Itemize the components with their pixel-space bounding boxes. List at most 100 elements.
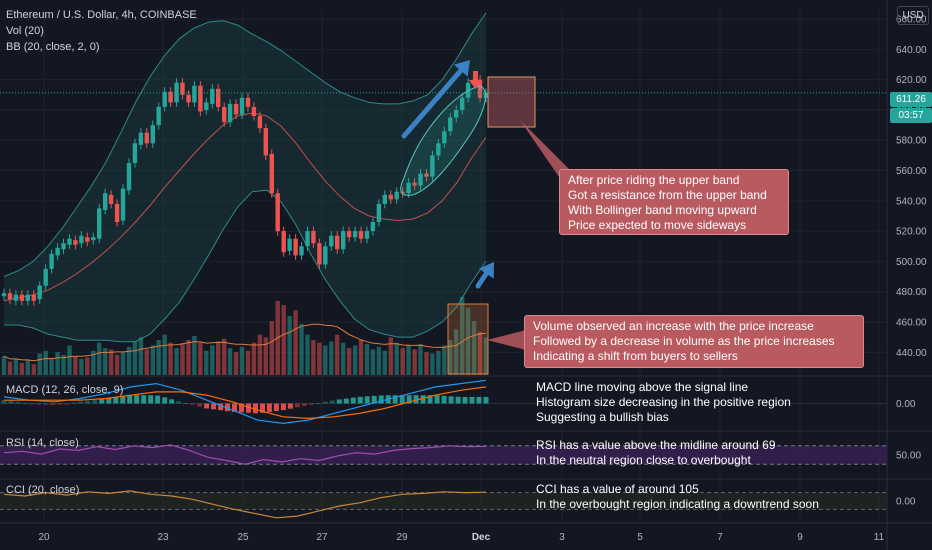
time-tick-label: 23 <box>157 532 169 543</box>
volume-bar <box>341 342 346 375</box>
volume-bar <box>346 348 352 375</box>
macd-line <box>3 379 487 425</box>
candle-body <box>293 238 298 256</box>
candle-body <box>37 285 42 300</box>
symbol-title[interactable]: Ethereum / U.S. Dollar, 4h, COINBASE <box>6 9 197 21</box>
volume-bar <box>269 321 274 375</box>
macd-note-line: Suggesting a bullish bias <box>536 410 669 424</box>
candle-body <box>132 143 138 163</box>
candle-body <box>299 246 304 256</box>
volume-bar <box>311 340 316 375</box>
candle-body <box>239 97 245 115</box>
macd-histogram-bar <box>266 403 272 412</box>
volume-bar <box>430 353 435 375</box>
macd-histogram-bar <box>22 402 28 404</box>
macd-histogram-bar <box>392 395 398 404</box>
price-note-line: After price riding the upper band <box>568 173 740 187</box>
time-tick-label: 20 <box>38 532 50 543</box>
macd-histogram-bar <box>301 403 307 406</box>
macd-histogram-bar <box>148 395 154 404</box>
volume-bar <box>335 334 340 375</box>
candle-body <box>442 131 447 144</box>
time-tick-label: 3 <box>559 532 565 543</box>
volume-bar <box>305 334 310 375</box>
cci-line <box>3 490 487 519</box>
volume-bar <box>352 345 358 375</box>
macd-indicator-label[interactable]: MACD (12, 26, close, 9) <box>6 384 124 396</box>
volume-bar <box>55 352 60 375</box>
volume-bar <box>281 305 286 375</box>
candle-body <box>198 85 203 112</box>
macd-histogram-bar <box>406 395 412 404</box>
macd-histogram-bar <box>448 396 454 404</box>
volume-bar <box>424 352 429 375</box>
macd-histogram-bar <box>476 396 482 404</box>
volume-indicator-label[interactable]: Vol (20) <box>6 25 44 37</box>
volume-bar <box>67 345 72 375</box>
macd-tick-label: 0.00 <box>896 399 916 410</box>
volume-bar <box>317 342 322 375</box>
candle-body <box>61 243 66 250</box>
macd-histogram-bar <box>246 403 251 413</box>
macd-histogram-bar <box>99 399 105 404</box>
candle-body <box>352 231 358 238</box>
volume-bar <box>120 352 126 375</box>
macd-histogram-bar <box>85 400 91 404</box>
macd-histogram-bar <box>106 398 112 404</box>
volume-spike-box <box>447 303 489 375</box>
volume-bar <box>73 356 78 375</box>
price-note-line: With Bollinger band moving upward <box>568 203 757 217</box>
time-tick-label: 29 <box>396 532 408 543</box>
macd-histogram-bar <box>232 403 237 412</box>
macd-histogram-bar <box>364 396 370 404</box>
candle-body <box>245 97 251 107</box>
bar-countdown-tag: 03:57 <box>890 108 932 123</box>
candle-body <box>79 235 84 244</box>
volume-bar <box>114 354 120 375</box>
volume-bar <box>483 337 489 375</box>
macd-histogram-bar <box>169 399 175 404</box>
rsi-indicator-label[interactable]: RSI (14, close) <box>6 437 79 449</box>
volume-annotation-box: Volume observed an increase with the pri… <box>524 315 864 368</box>
volume-bar <box>198 342 203 375</box>
candle-body <box>204 102 209 110</box>
candle-body <box>317 243 322 265</box>
macd-histogram-bar <box>350 397 356 404</box>
volume-bar <box>97 342 102 375</box>
volume-bar <box>418 344 423 375</box>
candle-body <box>400 191 405 194</box>
candle-body <box>25 294 30 301</box>
cci-note-line: In the overbought region indicating a do… <box>536 497 819 511</box>
price-note-line: Got a resistance from the upper band <box>568 188 767 202</box>
macd-histogram-bar <box>315 403 321 405</box>
volume-bar <box>388 337 393 375</box>
bollinger-band-fill <box>4 13 486 342</box>
macd-histogram-bar <box>413 395 419 404</box>
candle-body <box>418 173 423 186</box>
volume-bar <box>287 315 292 375</box>
rsi-annotation: RSI has a value above the midline around… <box>536 438 776 468</box>
current-price-tag: 611.26 <box>890 92 932 107</box>
candle-body <box>388 194 393 200</box>
candle-body <box>227 103 233 123</box>
macd-histogram-bar <box>308 403 314 405</box>
macd-histogram-bar <box>113 397 119 404</box>
macd-signal-line <box>4 386 487 420</box>
cci-indicator-label[interactable]: CCI (20, close) <box>6 484 80 496</box>
volume-bar <box>144 349 149 375</box>
bollinger-indicator-label[interactable]: BB (20, close, 2, 0) <box>6 41 100 53</box>
volume-bar <box>329 341 334 375</box>
bollinger-basis-line <box>3 112 487 302</box>
volume-bar <box>210 345 215 375</box>
volume-bar <box>293 310 298 375</box>
macd-histogram-bar <box>253 403 258 414</box>
currency-selector[interactable]: USD <box>897 6 929 25</box>
candle-body <box>85 237 90 242</box>
price-tick-label: 440.00 <box>896 348 927 359</box>
macd-histogram-bar <box>36 403 42 405</box>
time-tick-label: 27 <box>316 532 328 543</box>
volume-bar <box>150 345 155 375</box>
uptrend-arrow <box>401 60 470 139</box>
rsi-note-line: RSI has a value above the midline around… <box>536 438 776 452</box>
